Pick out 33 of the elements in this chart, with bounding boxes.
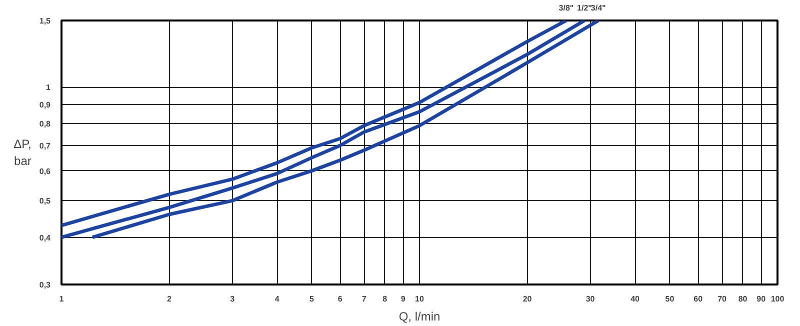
x-tick-label: 1: [59, 294, 64, 304]
x-tick-label: 7: [362, 294, 367, 304]
y-tick-label: 0,5: [39, 196, 52, 206]
x-tick-label: 4: [274, 294, 280, 304]
x-tick-label: 9: [400, 294, 406, 304]
y-tick-label: 1,5: [39, 16, 52, 26]
x-tick-label: 5: [310, 294, 315, 304]
x-tick-label: 6: [338, 294, 343, 304]
x-axis-title: Q, l/min: [398, 310, 440, 324]
x-tick-label: 40: [630, 294, 640, 304]
y-axis-title: ΔP, bar: [14, 137, 32, 168]
series-label: 1/2": [577, 4, 592, 12]
y-tick-label: 0,8: [39, 120, 52, 129]
x-tick-label: 20: [522, 294, 532, 304]
x-tick-label: 80: [738, 294, 748, 304]
x-tick-label: 60: [694, 294, 704, 304]
x-tick-label: 30: [586, 294, 596, 304]
x-tick-label: 8: [382, 294, 388, 304]
x-tick-label: 70: [718, 294, 728, 304]
x-tick-label: 10: [415, 294, 424, 304]
x-tick-label: 2: [167, 294, 172, 304]
y-tick-label: 0,4: [39, 233, 52, 242]
y-tick-label: 1: [46, 83, 52, 92]
x-tick-label: 100: [770, 294, 785, 304]
y-tick-label: 0,7: [39, 142, 52, 151]
y-tick-label: 0,3: [39, 280, 52, 290]
x-tick-label: 3: [230, 294, 236, 304]
y-tick-label: 0,9: [39, 100, 52, 110]
x-tick-label: 90: [756, 294, 766, 304]
series-label: 3/8": [558, 4, 574, 12]
series-label: 3/4": [590, 4, 606, 12]
y-tick-label: 0,6: [39, 166, 52, 176]
x-tick-label: 50: [665, 294, 675, 304]
